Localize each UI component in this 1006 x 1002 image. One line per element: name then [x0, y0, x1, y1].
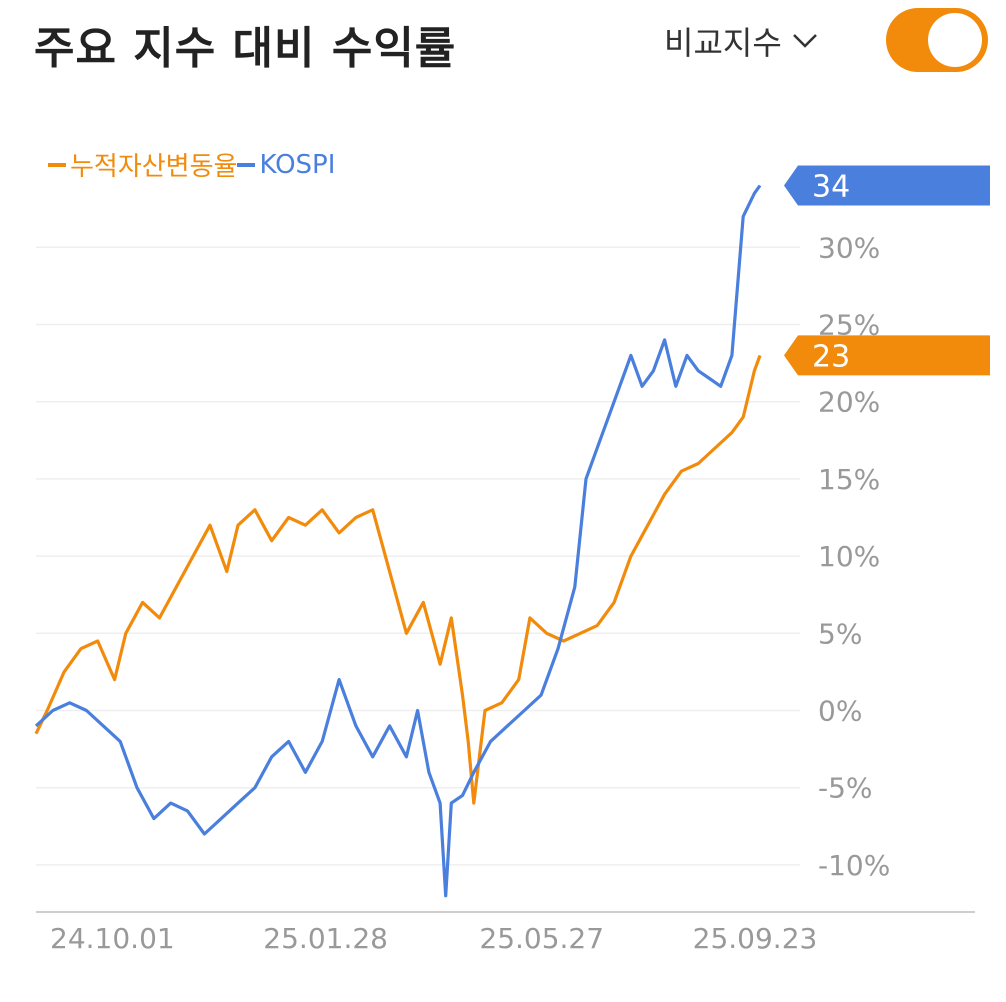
y-tick-label: -5% — [818, 772, 873, 805]
chevron-down-icon — [792, 26, 818, 56]
legend-label-kospi: KOSPI — [259, 149, 336, 180]
end-value-label: 34 — [812, 170, 850, 205]
legend-swatch-kospi — [237, 162, 256, 167]
compare-index-dropdown[interactable]: 비교지수 — [664, 18, 818, 64]
x-tick-label: 25.01.28 — [263, 922, 388, 955]
compare-index-label: 비교지수 — [664, 24, 782, 62]
x-tick-label: 25.05.27 — [479, 922, 604, 955]
y-tick-label: 15% — [818, 463, 880, 496]
y-tick-label: 10% — [818, 540, 880, 573]
end-value-label: 23 — [812, 339, 850, 374]
toggle-knob — [928, 13, 982, 67]
end-value-tag — [784, 165, 990, 206]
legend-swatch-asset — [48, 162, 66, 167]
x-tick-label: 24.10.01 — [50, 922, 175, 955]
y-tick-label: 0% — [818, 695, 862, 728]
legend-label-asset: 누적자산변동율 — [70, 152, 238, 182]
legend-item-kospi: KOSPI — [237, 150, 335, 180]
page-title: 주요 지수 대비 수익률 — [34, 23, 457, 74]
series-line-0 — [34, 354, 762, 805]
end-value-tag — [784, 335, 990, 376]
y-tick-label: -10% — [818, 849, 890, 882]
y-tick-label: 30% — [818, 231, 880, 264]
compare-toggle[interactable] — [886, 8, 988, 72]
chart-legend: 누적자산변동율 KOSPI — [48, 146, 335, 183]
y-tick-label: 5% — [818, 617, 862, 650]
y-tick-label: 20% — [818, 386, 880, 419]
legend-item-asset: 누적자산변동율 — [48, 146, 237, 183]
x-tick-label: 25.09.23 — [693, 922, 818, 955]
series-line-1 — [34, 184, 762, 898]
